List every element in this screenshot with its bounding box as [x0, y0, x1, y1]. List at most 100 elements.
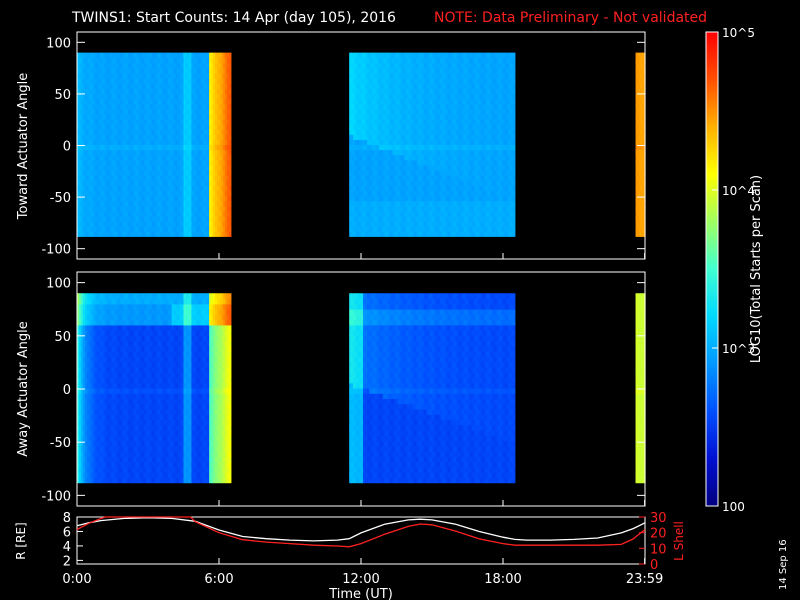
heatmap-cell [181, 129, 185, 135]
heatmap-cell [80, 118, 84, 125]
heatmap-cell [402, 144, 405, 151]
heatmap-cell [173, 124, 177, 130]
heatmap-cell [437, 164, 441, 171]
heatmap-cell [213, 226, 216, 232]
heatmap-cell [169, 78, 173, 84]
heatmap-cell [406, 220, 409, 227]
heatmap-cell [406, 73, 409, 79]
heatmap-cell [201, 113, 204, 120]
heatmap-cell [108, 154, 112, 161]
heatmap-cell [351, 226, 354, 232]
heatmap-cell [207, 57, 210, 64]
heatmap-cell [106, 185, 110, 191]
heatmap-cell [122, 169, 125, 176]
heatmap-cell [418, 134, 421, 140]
heatmap-cell [435, 205, 439, 212]
heatmap-cell [426, 139, 429, 146]
heatmap-cell [132, 118, 135, 125]
heatmap-cell [211, 159, 214, 166]
heatmap-cell [165, 118, 169, 125]
heatmap-cell [432, 52, 435, 59]
heatmap-cell [376, 78, 380, 84]
heatmap-cell [213, 195, 216, 202]
heatmap-cell [82, 195, 86, 202]
heatmap-cell [165, 98, 169, 105]
heatmap-cell [144, 144, 147, 151]
heatmap-cell [465, 134, 469, 140]
heatmap-cell [185, 118, 189, 125]
heatmap-cell [414, 226, 417, 232]
heatmap-cell [398, 220, 402, 227]
heatmap-cell [213, 73, 216, 79]
heatmap-cell [220, 180, 224, 186]
heatmap-cell [134, 134, 137, 140]
heatmap-cell [351, 52, 354, 59]
heatmap-cell [424, 93, 427, 100]
heatmap-cell [453, 52, 457, 59]
heatmap-cell [84, 124, 88, 130]
heatmap-cell [396, 200, 400, 207]
heatmap-cell [380, 205, 384, 212]
heatmap-cell [165, 78, 169, 84]
heatmap-cell [128, 205, 131, 212]
heatmap-cell [181, 93, 185, 100]
heatmap-cell [179, 52, 183, 59]
heatmap-cell [437, 190, 441, 197]
heatmap-cell [173, 231, 177, 237]
heatmap-cell [114, 67, 118, 74]
heatmap-cell [400, 88, 404, 95]
heatmap-cell [122, 124, 125, 130]
heatmap-cell [455, 200, 459, 207]
heatmap-cell [392, 134, 396, 140]
heatmap-cell [366, 98, 370, 105]
heatmap-cell [376, 134, 380, 140]
heatmap-cell [443, 195, 447, 202]
heatmap-cell [441, 169, 445, 176]
heatmap-cell [359, 200, 362, 207]
heatmap-cell [199, 226, 202, 232]
heatmap-cell [189, 57, 192, 64]
heatmap-cell [420, 205, 423, 212]
heatmap-cell [126, 67, 129, 74]
heatmap-cell [183, 220, 187, 227]
heatmap-cell [445, 83, 449, 89]
heatmap-cell [197, 149, 200, 156]
heatmap-cell [455, 154, 459, 161]
heatmap-cell [118, 93, 121, 100]
heatmap-cell [189, 175, 192, 181]
heatmap-cell [390, 159, 394, 166]
heatmap-cell [132, 226, 135, 232]
heatmap-cell [366, 57, 370, 64]
heatmap-cell [163, 73, 167, 79]
heatmap-cell [459, 98, 463, 105]
heatmap-cell [142, 180, 145, 186]
heatmap-cell [416, 215, 419, 222]
heatmap-cell [422, 57, 425, 64]
heatmap-cell [398, 118, 402, 125]
heatmap-cell [406, 149, 409, 156]
heatmap-cell [114, 231, 118, 237]
heatmap-cell [457, 57, 461, 64]
heatmap-cell [455, 98, 459, 105]
heatmap-cell [412, 93, 415, 100]
heatmap-cell [106, 175, 110, 181]
heatmap-cell [384, 139, 388, 146]
heatmap-cell [205, 220, 208, 227]
heatmap-cell [459, 190, 463, 197]
heatmap-cell [402, 231, 405, 237]
heatmap-cell [197, 210, 200, 217]
heatmap-cell [203, 88, 206, 95]
heatmap-cell [191, 144, 194, 151]
heatmap-cell [179, 129, 183, 135]
heatmap-cell [351, 129, 354, 135]
heatmap-cell [467, 134, 471, 140]
heatmap-cell [463, 134, 467, 140]
heatmap-cell [457, 103, 461, 110]
heatmap-cell [353, 103, 356, 110]
heatmap-cell [207, 93, 210, 100]
heatmap-cell [128, 190, 131, 197]
heatmap-cell [220, 113, 224, 120]
heatmap-cell [199, 231, 202, 237]
heatmap-cell [94, 195, 98, 202]
heatmap-cell [82, 83, 86, 89]
